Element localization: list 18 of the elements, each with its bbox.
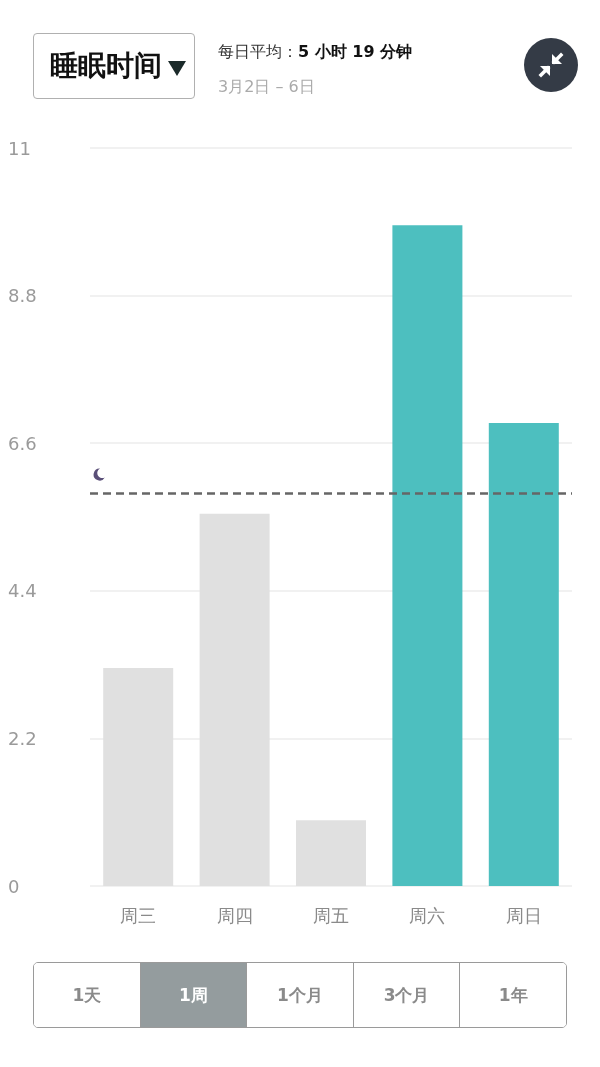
chart-title: 睡眠时间 (50, 48, 162, 84)
bar (392, 225, 463, 886)
x-tick-label: 周三 (120, 904, 157, 926)
x-tick-label: 周四 (216, 904, 253, 926)
chart-subtitle: 每日平均：5 小时 19 分钟 (218, 42, 413, 61)
tab-button: 1周 (139, 963, 247, 1027)
x-tick-label: 周六 (409, 904, 446, 926)
x-tick-label: 周五 (313, 904, 349, 926)
x-tick-label: 周日 (505, 904, 542, 926)
y-tick-label: 6.6 (8, 432, 37, 454)
y-tick-label: 11 (8, 137, 31, 159)
bar (488, 423, 559, 886)
tab-button: 1年 (459, 963, 566, 1027)
y-tick-label: 4.4 (8, 580, 37, 602)
y-tick-label: 2.2 (8, 727, 37, 749)
y-tick-label: 8.8 (8, 285, 37, 307)
y-tick-label: 0 (8, 875, 20, 897)
text: 3月2日 – 6日 (218, 77, 315, 98)
